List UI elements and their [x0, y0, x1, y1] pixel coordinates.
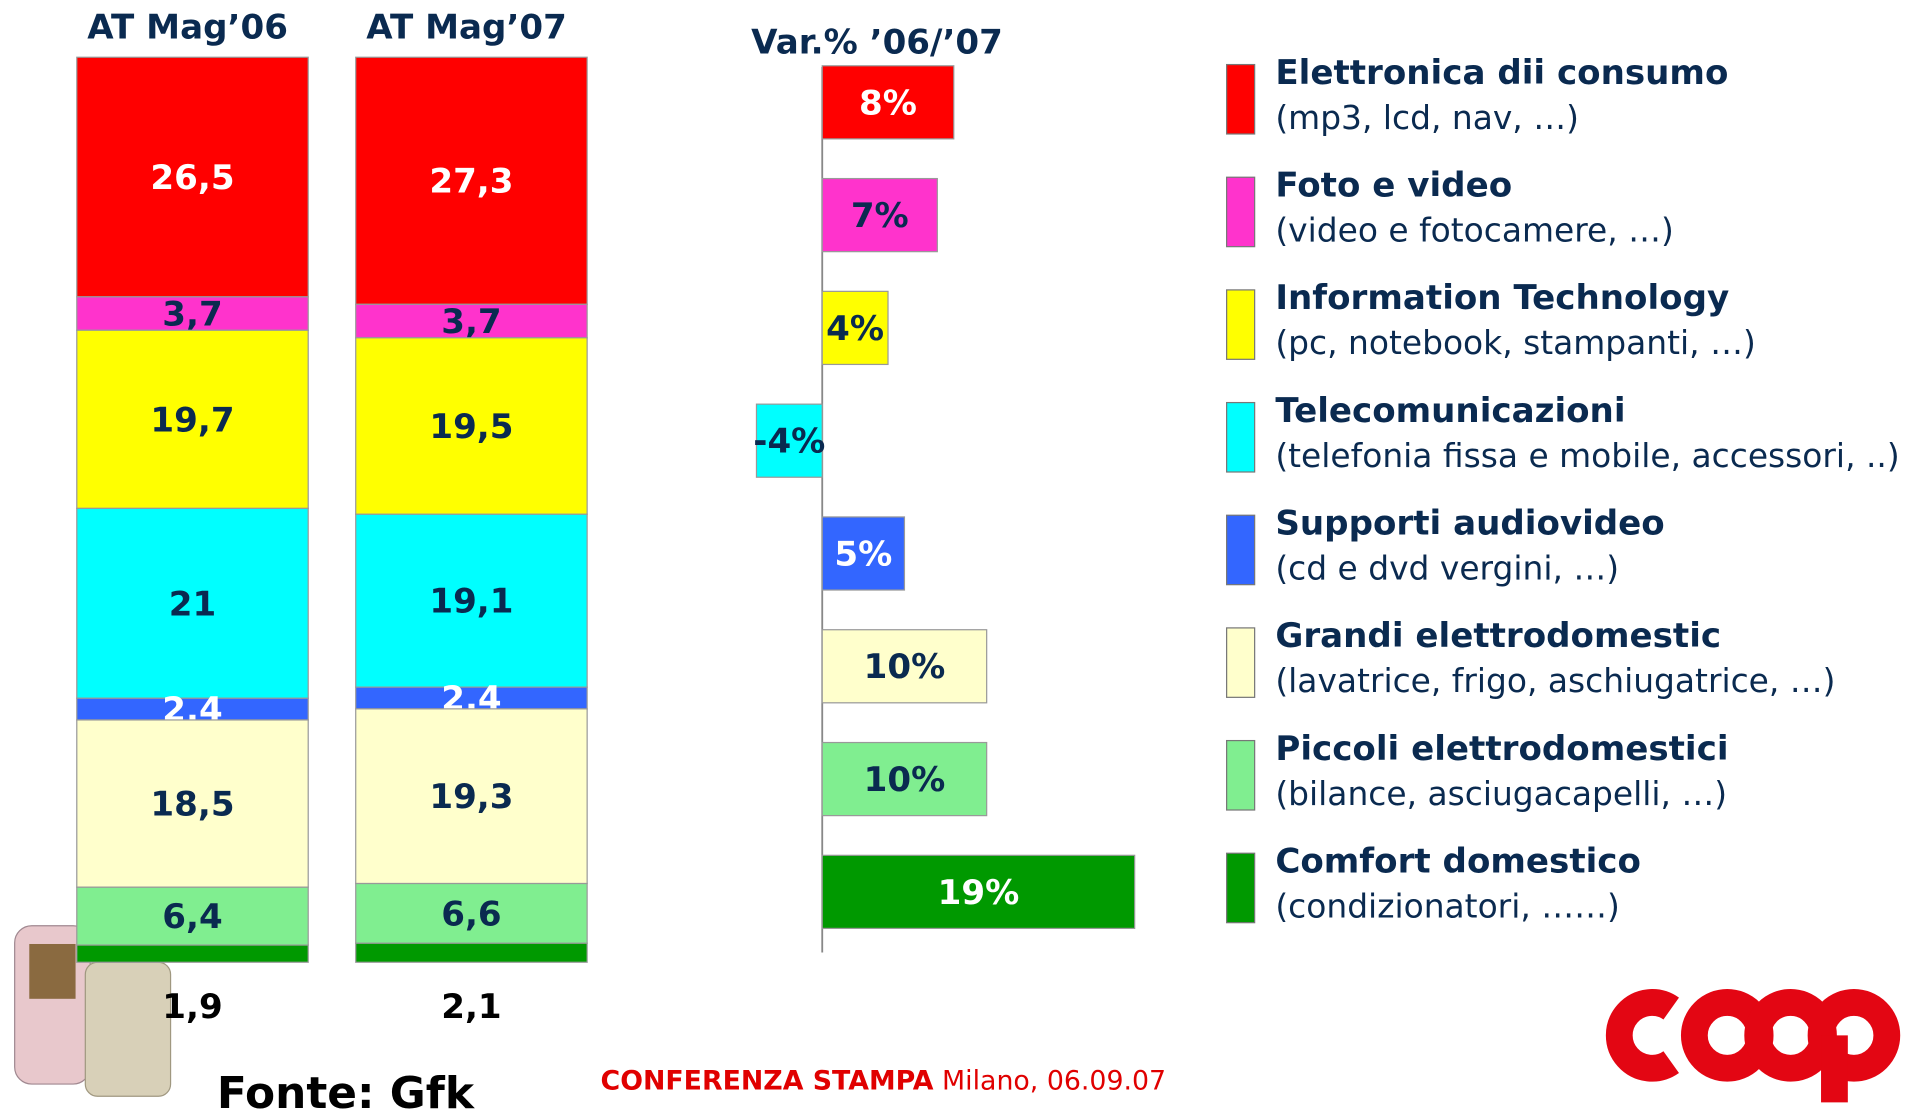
bar [821, 177, 938, 253]
bar [821, 854, 1136, 930]
footer-place-date: Milano, 06.09.07 [942, 1065, 1166, 1096]
bar-segment [76, 329, 309, 510]
value-label: 26,5 [150, 158, 234, 198]
value-label: 3,7 [441, 302, 501, 342]
value-label: 7% [851, 196, 909, 236]
bar-segment [76, 56, 309, 298]
bar-segment [76, 719, 309, 888]
value-label: 6,6 [441, 894, 501, 934]
coop-logo [1605, 989, 1901, 1103]
bar-segment [76, 296, 309, 331]
bar [821, 516, 906, 591]
value-label: 21 [169, 584, 216, 624]
bar-segment [355, 303, 588, 339]
legend-name: Elettronica dii consumo [1275, 53, 1728, 93]
footer-event: CONFERENZA STAMPA [601, 1065, 934, 1096]
legend-name: Comfort domestico [1275, 841, 1641, 881]
bar [821, 65, 955, 140]
value-label: 2,1 [441, 987, 501, 1027]
legend-name: Supporti audiovideo [1275, 503, 1664, 543]
value-label: 8% [859, 83, 917, 123]
value-label: 10% [864, 760, 946, 800]
bar-segment [355, 513, 588, 688]
legend-name: Telecomunicazioni [1275, 391, 1625, 431]
legend-swatch [1226, 627, 1256, 698]
bar [821, 629, 988, 704]
legend-description: (pc, notebook, stampanti, …) [1275, 323, 1755, 362]
variation-title: Var.% ’06/’07 [751, 22, 1003, 62]
value-label: 27,3 [429, 162, 513, 202]
legend-swatch [1226, 289, 1256, 360]
legend-swatch [1226, 176, 1256, 248]
legend-description: (video e fotocamere, …) [1275, 211, 1674, 250]
legend-swatch [1226, 63, 1256, 135]
bar-segment [76, 507, 309, 699]
value-label: 3,7 [162, 294, 222, 334]
value-label: 6,4 [162, 897, 222, 937]
legend-description: (lavatrice, frigo, aschiugatrice, …) [1275, 661, 1835, 700]
value-label: 1,9 [162, 987, 222, 1027]
footer: CONFERENZA STAMPA Milano, 06.09.07 [601, 1065, 1167, 1096]
bar [755, 403, 823, 478]
legend-swatch [1226, 514, 1256, 586]
legend-name: Piccoli elettrodomestici [1275, 729, 1728, 769]
value-label: 19,1 [429, 582, 513, 622]
value-label: 4% [826, 309, 884, 349]
phone-picture [14, 925, 172, 1097]
bar-segment [355, 56, 588, 305]
x-tick-label: AT Mag’06 [87, 8, 288, 48]
legend-description: (mp3, lcd, nav, …) [1275, 98, 1579, 137]
source: Fonte: Gfk [217, 1068, 475, 1119]
legend-description: (cd e dvd vergini, …) [1275, 549, 1619, 588]
value-label: 19,3 [429, 777, 513, 817]
bar [821, 741, 988, 817]
value-label: 5% [834, 534, 892, 574]
bar-segment [355, 337, 588, 515]
value-label: 19,7 [150, 400, 234, 440]
value-label: 19,5 [429, 407, 513, 447]
legend-swatch [1226, 852, 1256, 924]
bar [821, 290, 889, 366]
bar-segment [355, 942, 588, 963]
bar-segment [355, 882, 588, 944]
legend-swatch [1226, 739, 1256, 811]
legend-description: (telefonia fissa e mobile, accessori, ..… [1275, 436, 1899, 475]
legend-description: (bilance, asciugacapelli, …) [1275, 774, 1727, 813]
legend-name: Foto e video [1275, 165, 1512, 205]
legend-name: Information Technology [1275, 278, 1729, 318]
x-tick-label: AT Mag’07 [366, 8, 567, 48]
value-label: -4% [753, 422, 825, 462]
bar-segment [76, 944, 309, 963]
legend-swatch [1226, 401, 1256, 473]
legend-description: (condizionatori, ……) [1275, 887, 1619, 926]
value-label: 19% [938, 873, 1020, 913]
value-label: 18,5 [150, 785, 234, 825]
legend-name: Grandi elettrodomestic [1275, 616, 1721, 656]
value-label: 10% [864, 647, 946, 687]
